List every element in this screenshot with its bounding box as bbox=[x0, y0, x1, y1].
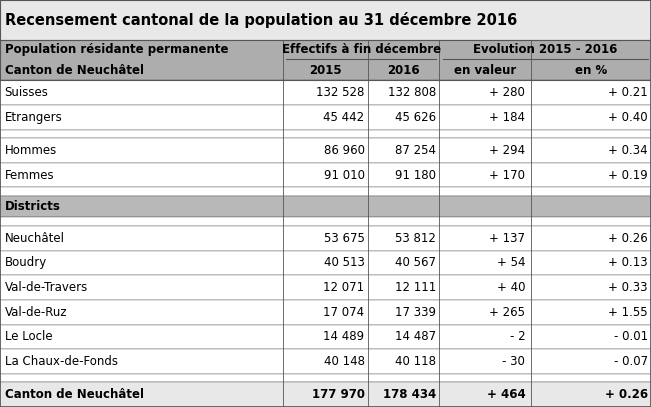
Text: + 0.21: + 0.21 bbox=[608, 86, 648, 99]
Text: Boudry: Boudry bbox=[5, 256, 47, 269]
Text: Districts: Districts bbox=[5, 200, 61, 213]
Text: Etrangers: Etrangers bbox=[5, 111, 62, 124]
Text: + 40: + 40 bbox=[497, 281, 525, 294]
Text: 40 148: 40 148 bbox=[324, 355, 365, 368]
Text: + 464: + 464 bbox=[486, 388, 525, 401]
Bar bbox=[0, 188, 651, 196]
Text: + 0.34: + 0.34 bbox=[608, 144, 648, 157]
Text: 2015: 2015 bbox=[309, 63, 342, 77]
Text: en valeur: en valeur bbox=[454, 63, 516, 77]
Text: + 0.40: + 0.40 bbox=[608, 111, 648, 124]
Text: + 137: + 137 bbox=[490, 232, 525, 245]
Text: 53 812: 53 812 bbox=[395, 232, 436, 245]
Text: Val-de-Ruz: Val-de-Ruz bbox=[5, 306, 67, 319]
Text: Canton de Neuchâtel: Canton de Neuchâtel bbox=[5, 388, 144, 401]
Text: 178 434: 178 434 bbox=[383, 388, 436, 401]
Text: 12 111: 12 111 bbox=[395, 281, 436, 294]
Text: Recensement cantonal de la population au 31 décembre 2016: Recensement cantonal de la population au… bbox=[5, 12, 517, 28]
Text: Le Locle: Le Locle bbox=[5, 330, 52, 344]
Text: Suisses: Suisses bbox=[5, 86, 48, 99]
Text: + 54: + 54 bbox=[497, 256, 525, 269]
Text: 17 074: 17 074 bbox=[324, 306, 365, 319]
Text: Population résidante permanente: Population résidante permanente bbox=[5, 43, 228, 56]
Bar bbox=[0, 382, 651, 407]
Bar bbox=[0, 80, 651, 105]
Text: + 294: + 294 bbox=[490, 144, 525, 157]
Bar bbox=[0, 217, 651, 226]
Text: 86 960: 86 960 bbox=[324, 144, 365, 157]
Bar bbox=[0, 226, 651, 251]
Text: en %: en % bbox=[575, 63, 607, 77]
Bar bbox=[0, 163, 651, 188]
Text: - 30: - 30 bbox=[503, 355, 525, 368]
Text: + 0.26: + 0.26 bbox=[608, 232, 648, 245]
Text: 91 010: 91 010 bbox=[324, 168, 365, 182]
Text: 40 513: 40 513 bbox=[324, 256, 365, 269]
Bar bbox=[0, 324, 651, 349]
Bar bbox=[0, 196, 651, 217]
Text: 91 180: 91 180 bbox=[395, 168, 436, 182]
Text: 45 442: 45 442 bbox=[324, 111, 365, 124]
Text: 53 675: 53 675 bbox=[324, 232, 365, 245]
Text: Femmes: Femmes bbox=[5, 168, 54, 182]
Text: - 0.01: - 0.01 bbox=[614, 330, 648, 344]
Text: 87 254: 87 254 bbox=[395, 144, 436, 157]
Bar bbox=[0, 300, 651, 324]
Text: Effectifs à fin décembre: Effectifs à fin décembre bbox=[282, 43, 441, 56]
Text: 14 489: 14 489 bbox=[324, 330, 365, 344]
Bar bbox=[0, 0, 651, 39]
Text: Neuchâtel: Neuchâtel bbox=[5, 232, 64, 245]
Text: Evolution 2015 - 2016: Evolution 2015 - 2016 bbox=[473, 43, 617, 56]
Text: 14 487: 14 487 bbox=[395, 330, 436, 344]
Text: - 2: - 2 bbox=[510, 330, 525, 344]
Text: + 0.26: + 0.26 bbox=[605, 388, 648, 401]
Text: Hommes: Hommes bbox=[5, 144, 57, 157]
Text: Val-de-Travers: Val-de-Travers bbox=[5, 281, 88, 294]
Text: + 265: + 265 bbox=[490, 306, 525, 319]
Text: + 0.13: + 0.13 bbox=[608, 256, 648, 269]
Text: 132 808: 132 808 bbox=[388, 86, 436, 99]
Bar bbox=[0, 129, 651, 138]
Bar bbox=[0, 349, 651, 374]
Text: 12 071: 12 071 bbox=[324, 281, 365, 294]
Bar bbox=[0, 275, 651, 300]
Bar bbox=[0, 105, 651, 129]
Text: 40 567: 40 567 bbox=[395, 256, 436, 269]
Text: + 0.19: + 0.19 bbox=[608, 168, 648, 182]
Text: 177 970: 177 970 bbox=[312, 388, 365, 401]
Bar bbox=[0, 374, 651, 382]
Text: 2016: 2016 bbox=[387, 63, 420, 77]
Text: 17 339: 17 339 bbox=[395, 306, 436, 319]
Text: 40 118: 40 118 bbox=[395, 355, 436, 368]
Text: + 170: + 170 bbox=[490, 168, 525, 182]
Text: 132 528: 132 528 bbox=[316, 86, 365, 99]
Text: + 280: + 280 bbox=[490, 86, 525, 99]
Text: Canton de Neuchâtel: Canton de Neuchâtel bbox=[5, 63, 144, 77]
Text: - 0.07: - 0.07 bbox=[614, 355, 648, 368]
Text: 45 626: 45 626 bbox=[395, 111, 436, 124]
Text: La Chaux-de-Fonds: La Chaux-de-Fonds bbox=[5, 355, 118, 368]
Bar bbox=[0, 138, 651, 163]
Text: + 1.55: + 1.55 bbox=[608, 306, 648, 319]
Bar bbox=[0, 251, 651, 275]
Text: + 0.33: + 0.33 bbox=[608, 281, 648, 294]
Text: + 184: + 184 bbox=[490, 111, 525, 124]
Bar bbox=[0, 39, 651, 80]
